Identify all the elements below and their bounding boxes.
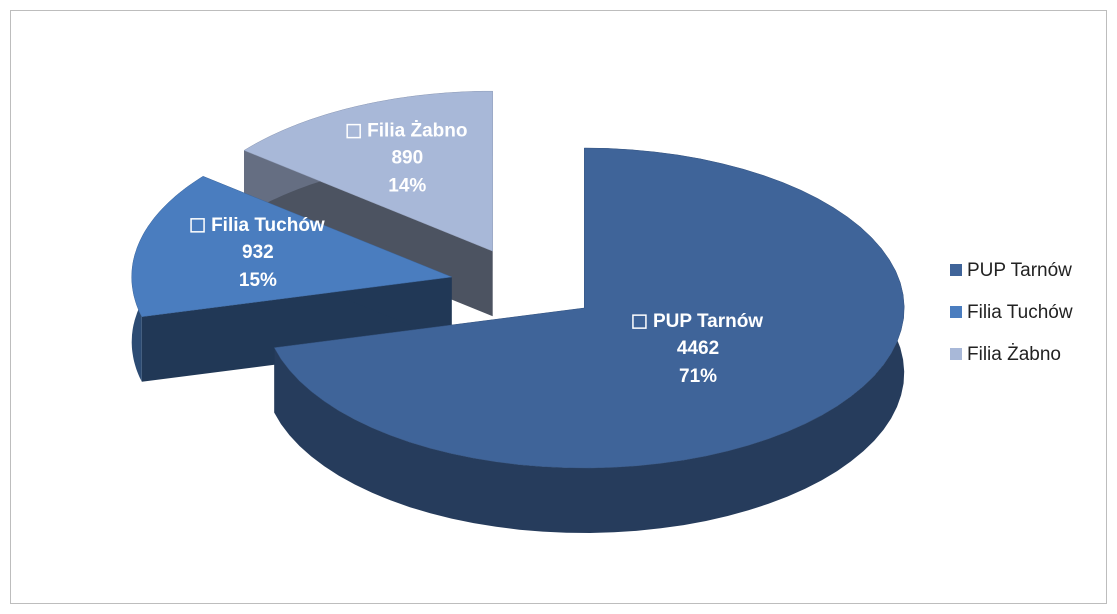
legend-label: Filia Żabno xyxy=(967,344,1061,365)
legend-swatch xyxy=(950,306,962,318)
label-marker xyxy=(632,314,647,329)
data-label-percent: 14% xyxy=(388,176,426,197)
pie: PUP Tarnów 4462 71% Filia Tuchów 932 15% Filia… xyxy=(131,90,905,533)
data-label-name: Filia Tuchów xyxy=(211,215,325,236)
legend-swatch xyxy=(950,348,962,360)
data-label-percent: 15% xyxy=(239,270,277,291)
label-marker xyxy=(346,123,361,139)
data-label-value: 932 xyxy=(242,242,274,263)
label-marker xyxy=(190,218,205,233)
data-label-name: Filia Żabno xyxy=(367,121,467,142)
data-label-value: 890 xyxy=(391,148,423,169)
legend-label: Filia Tuchów xyxy=(967,302,1073,323)
legend-label: PUP Tarnów xyxy=(967,260,1072,281)
data-label-value: 4462 xyxy=(677,338,719,359)
data-label-percent: 71% xyxy=(679,366,717,387)
legend: PUP Tarnów Filia Tuchów Filia Żabno xyxy=(950,260,1073,365)
slice xyxy=(273,147,905,469)
slice xyxy=(243,90,493,252)
data-label-name: PUP Tarnów xyxy=(653,311,763,332)
slice xyxy=(131,176,453,317)
legend-swatch xyxy=(950,264,962,276)
